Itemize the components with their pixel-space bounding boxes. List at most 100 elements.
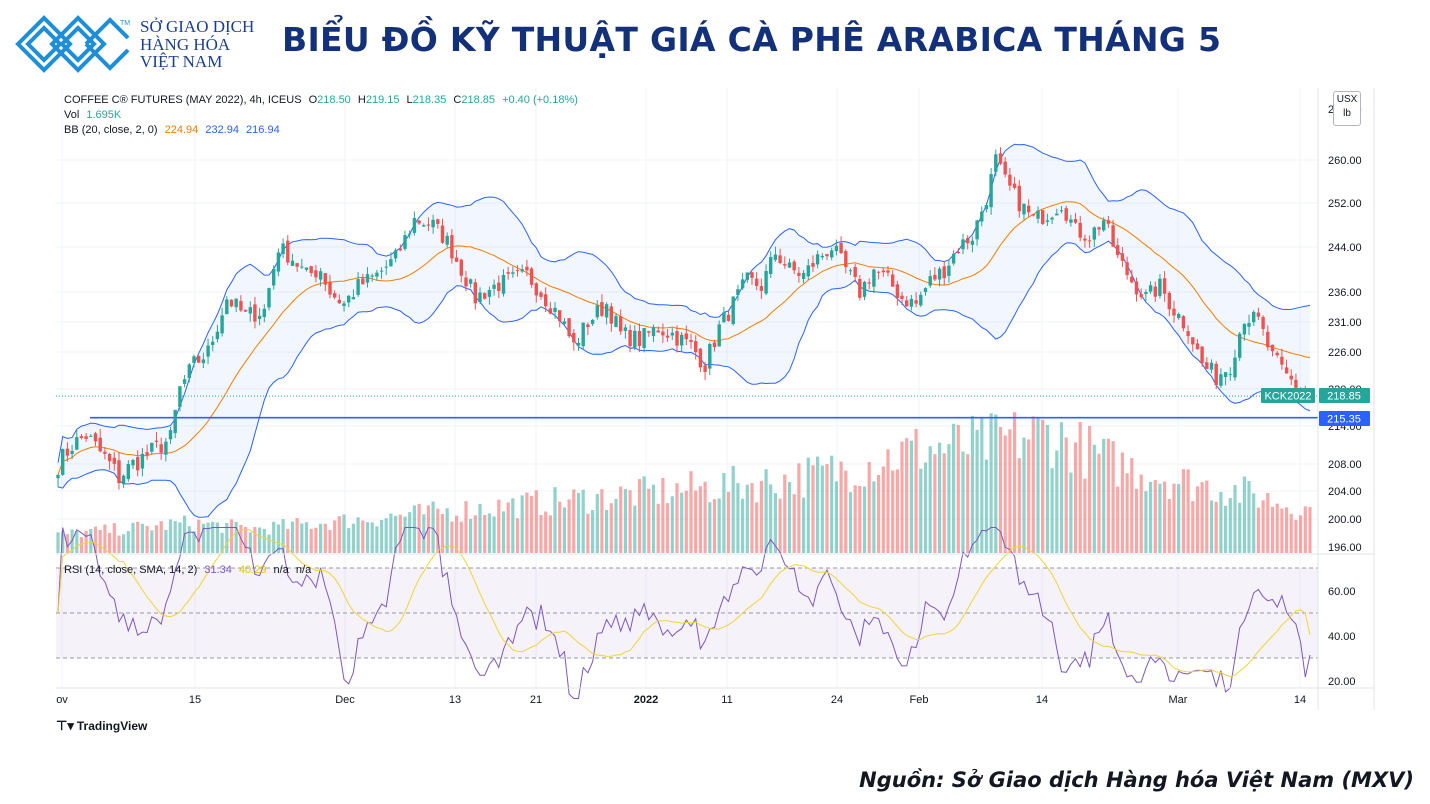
- price-chart[interactable]: 260.00252.00244.00236.00231.00226.00220.…: [0, 84, 1430, 724]
- volume-bar: [595, 493, 599, 553]
- candle-body: [417, 220, 421, 224]
- candle-body: [154, 440, 159, 442]
- volume-bar: [684, 490, 688, 553]
- volume-bar: [98, 530, 102, 553]
- volume-bar: [877, 475, 881, 553]
- volume-bar: [698, 486, 702, 553]
- volume-bar: [609, 503, 613, 553]
- volume-bar: [1045, 425, 1049, 553]
- volume-bar: [750, 483, 754, 553]
- candle-body: [450, 235, 454, 259]
- candle-body: [562, 321, 567, 324]
- time-tick-label: 11: [721, 694, 732, 706]
- candle-body: [107, 454, 112, 462]
- candle-body: [839, 243, 843, 254]
- candle-body: [126, 464, 130, 480]
- candle-body: [454, 257, 459, 262]
- rsi-tick-label: 60.00: [1328, 586, 1356, 598]
- volume-bar: [201, 523, 205, 553]
- candle-body: [1280, 356, 1284, 365]
- candle-body: [834, 245, 839, 252]
- volume-bar: [103, 524, 107, 553]
- volume-bar: [440, 514, 445, 553]
- candle-body: [1238, 333, 1242, 358]
- volume-bar: [694, 490, 698, 553]
- volume-bar: [886, 449, 890, 553]
- volume-bar: [1022, 437, 1026, 553]
- candle-body: [1055, 213, 1059, 216]
- candle-body: [975, 220, 979, 240]
- volume-bar: [952, 423, 956, 553]
- candle-body: [797, 272, 801, 276]
- candle-body: [905, 300, 909, 307]
- candle-body: [1073, 219, 1078, 223]
- candle-body: [1167, 292, 1171, 310]
- volume-bar: [998, 427, 1003, 553]
- candle-body: [764, 271, 768, 294]
- candle-body: [89, 435, 93, 437]
- candle-body: [919, 294, 923, 306]
- candle-body: [121, 475, 126, 485]
- volume-bar: [816, 456, 820, 553]
- legend-symbol: COFFEE C® FUTURES (MAY 2022), 4h, ICEUS: [64, 94, 302, 106]
- volume-bar: [534, 490, 538, 553]
- volume-bar: [220, 532, 224, 553]
- volume-bar: [651, 484, 656, 553]
- candle-body: [1294, 379, 1298, 388]
- legend-rsi-value: 31.34: [204, 564, 232, 576]
- legend-rsi-sma: 40.29: [238, 564, 267, 576]
- candle-body: [1256, 312, 1261, 317]
- candle-body: [717, 324, 721, 347]
- candle-body: [989, 174, 993, 208]
- candle-body: [1148, 285, 1153, 292]
- volume-bar: [806, 457, 810, 553]
- candle-body: [1097, 227, 1101, 230]
- volume-bar: [558, 501, 562, 553]
- volume-bars: [56, 412, 1312, 553]
- candle-body: [637, 331, 642, 346]
- candle-body: [1252, 311, 1256, 323]
- legend-ohlc-row: COFFEE C® FUTURES (MAY 2022), 4h, ICEUS …: [64, 94, 578, 106]
- candle-body: [281, 243, 285, 254]
- candle-body: [1017, 185, 1021, 212]
- candle-body: [1275, 352, 1279, 356]
- unit-line-1: USX: [1336, 94, 1358, 105]
- candle-body: [1092, 227, 1096, 240]
- price-unit-selector[interactable]: USX lb: [1333, 91, 1361, 126]
- candle-body: [323, 273, 327, 285]
- candle-body: [1036, 210, 1040, 219]
- candle-body: [1012, 183, 1017, 188]
- candle-body: [689, 340, 693, 342]
- legend-bb-basis: 224.94: [164, 124, 199, 136]
- price-tick-label: 260.00: [1328, 155, 1362, 167]
- volume-bar: [1055, 450, 1059, 553]
- volume-bar: [942, 453, 946, 553]
- candle-body: [665, 335, 670, 338]
- volume-bar: [262, 528, 266, 553]
- volume-bar: [436, 508, 440, 553]
- candle-body: [1162, 278, 1167, 294]
- volume-bar: [389, 513, 393, 553]
- candle-body: [825, 254, 829, 257]
- candle-body: [984, 205, 989, 210]
- time-tick-label: Dec: [335, 694, 355, 706]
- volume-bar: [670, 496, 674, 553]
- volume-bar: [1261, 500, 1265, 553]
- legend-l-label: L: [406, 94, 413, 106]
- volume-bar: [984, 459, 988, 553]
- legend-low: 218.35: [412, 94, 447, 106]
- volume-bar: [938, 442, 942, 553]
- volume-bar: [1195, 486, 1200, 553]
- volume-bar: [295, 518, 299, 553]
- candle-body: [403, 235, 407, 249]
- price-tick-label: 231.00: [1328, 317, 1362, 329]
- volume-bar: [764, 469, 768, 553]
- candle-body: [98, 437, 102, 452]
- tradingview-brand[interactable]: ⊤▾ TradingView: [56, 718, 147, 734]
- volume-bar: [314, 527, 318, 553]
- volume-bar: [961, 451, 965, 553]
- symbol-price-label-bg: [1261, 388, 1315, 403]
- volume-bar: [769, 484, 773, 553]
- price-tick-label: 236.00: [1328, 287, 1362, 299]
- volume-bar: [258, 527, 262, 553]
